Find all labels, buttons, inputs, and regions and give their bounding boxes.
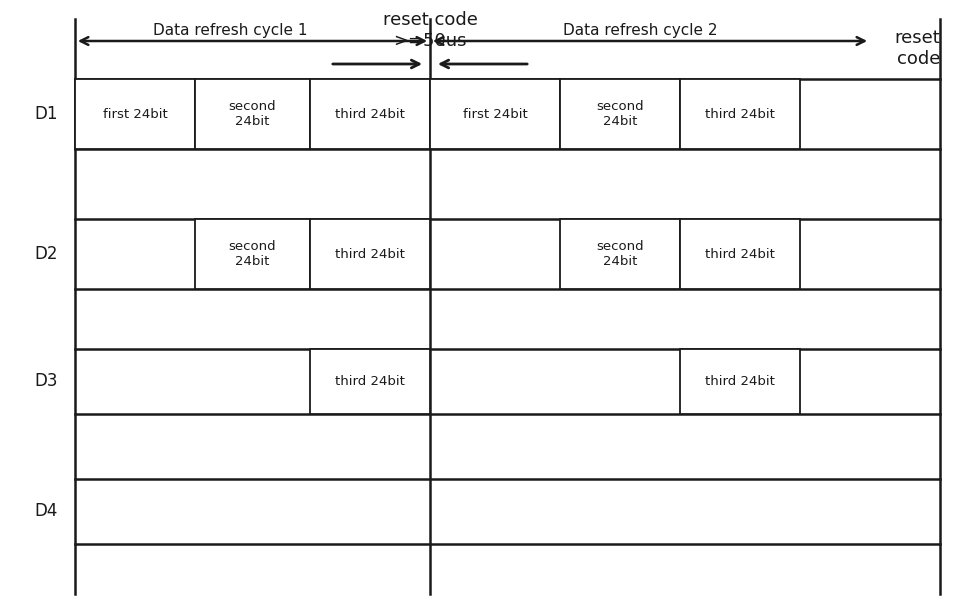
Bar — [310, 79, 430, 149]
Bar — [310, 349, 430, 414]
Text: third 24bit: third 24bit — [705, 247, 775, 261]
Bar — [680, 349, 800, 414]
Text: second
24bit: second 24bit — [228, 240, 276, 268]
Text: second
24bit: second 24bit — [228, 100, 276, 128]
Bar — [195, 79, 310, 149]
Text: first 24bit: first 24bit — [103, 108, 168, 121]
Text: D3: D3 — [35, 372, 58, 390]
Bar — [680, 79, 800, 149]
Bar — [75, 79, 195, 149]
Text: D4: D4 — [35, 502, 58, 520]
Bar — [430, 79, 560, 149]
Text: third 24bit: third 24bit — [335, 247, 404, 261]
Text: reset
code: reset code — [895, 29, 940, 68]
Bar — [195, 219, 310, 289]
Bar — [560, 79, 680, 149]
Text: Data refresh cycle 2: Data refresh cycle 2 — [562, 23, 717, 38]
Text: D2: D2 — [35, 245, 58, 263]
Bar — [680, 219, 800, 289]
Text: second
24bit: second 24bit — [596, 100, 644, 128]
Text: D1: D1 — [35, 105, 58, 123]
Text: second
24bit: second 24bit — [596, 240, 644, 268]
Text: third 24bit: third 24bit — [705, 375, 775, 388]
Text: first 24bit: first 24bit — [462, 108, 528, 121]
Bar — [560, 219, 680, 289]
Text: third 24bit: third 24bit — [335, 375, 404, 388]
Text: third 24bit: third 24bit — [335, 108, 404, 121]
Bar — [310, 219, 430, 289]
Text: reset code
>=50us: reset code >=50us — [382, 11, 478, 50]
Text: Data refresh cycle 1: Data refresh cycle 1 — [153, 23, 307, 38]
Text: third 24bit: third 24bit — [705, 108, 775, 121]
